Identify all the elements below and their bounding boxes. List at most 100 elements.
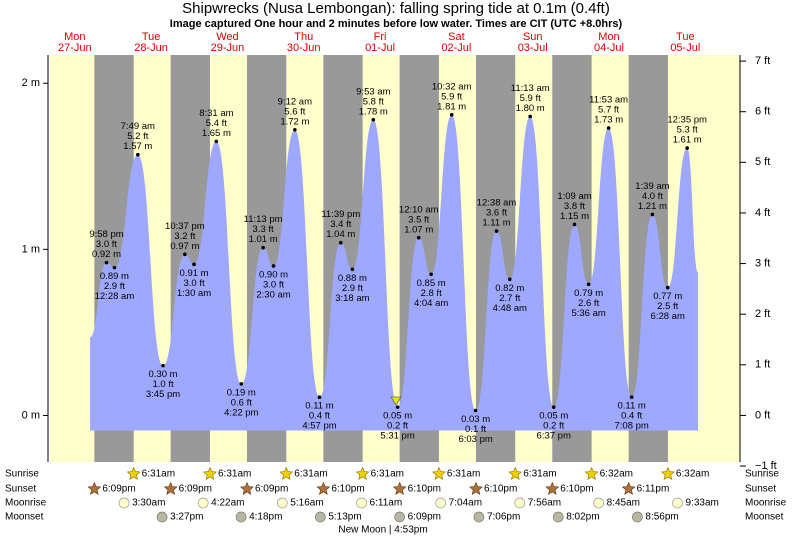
extreme-point (293, 127, 297, 132)
extreme-label: 11:53 am (589, 95, 628, 106)
sunrise-icon (584, 466, 599, 480)
extreme-label: 1.15 m (560, 211, 589, 222)
sunrise-icon (126, 466, 141, 480)
extreme-label: 3.0 ft (96, 239, 117, 250)
day-name: Fri (374, 31, 387, 43)
extreme-label: 0.6 ft (231, 397, 252, 408)
moonrise-icon (593, 497, 605, 509)
extreme-label: 0.03 m (461, 414, 490, 425)
extreme-label: 0.1 ft (465, 424, 486, 435)
extreme-label: 12:35 pm (667, 115, 707, 126)
extreme-label: 5.9 ft (520, 93, 541, 104)
moonset-icon (632, 511, 643, 523)
extreme-label: 1.80 m (516, 103, 545, 114)
row-label: Moonrise (5, 498, 47, 509)
extreme-label: 0.85 m (417, 278, 446, 289)
moonrise-icon (118, 497, 130, 509)
sunrise-time: 6:31am (523, 469, 556, 480)
extreme-label: 3.0 ft (183, 278, 204, 289)
extreme-point (192, 262, 196, 267)
extreme-point (586, 282, 591, 287)
extreme-label: 0.77 m (653, 291, 682, 302)
extreme-point (395, 405, 400, 409)
moonrise-time: 4:22am (211, 498, 244, 509)
moonrise-time: 6:11am (370, 498, 403, 509)
moonrise-icon (435, 497, 447, 509)
row-label: Moonset (745, 512, 784, 523)
sunset-icon (163, 481, 178, 495)
moonset-icon (552, 511, 564, 523)
y2-tick-label: 2 ft (755, 308, 770, 320)
extreme-point (416, 235, 421, 240)
moonset-icon (394, 511, 405, 523)
day-date: 04-Jul (594, 42, 624, 54)
extreme-label: 1.73 m (594, 115, 623, 126)
sunset-icon (621, 481, 636, 495)
sunrise-time: 6:31am (447, 469, 480, 480)
extreme-point (507, 277, 512, 282)
extreme-label: 5.6 ft (284, 106, 305, 117)
sunset-icon (316, 481, 331, 495)
sunrise-time: 6:31am (371, 469, 404, 480)
extreme-label: 2.6 ft (578, 298, 599, 309)
row-label: Sunset (745, 484, 776, 495)
extreme-label: 3.6 ft (486, 208, 507, 219)
day-name: Thu (294, 31, 313, 43)
day-date: 30-Jun (287, 42, 321, 54)
extreme-label: 9:53 am (356, 86, 390, 97)
extreme-label: 3:18 am (335, 293, 369, 304)
day-name: Tue (142, 31, 161, 43)
extreme-label: 1:30 am (177, 288, 211, 299)
row-label: Moonset (5, 512, 44, 523)
y2-tick-label: 5 ft (755, 156, 770, 168)
y-tick-label: 2 m (22, 77, 40, 89)
extreme-label: 5.2 ft (127, 131, 148, 142)
extreme-label: 12:10 am (399, 204, 439, 215)
extreme-label: 1.78 m (359, 106, 388, 117)
day-date: 29-Jun (211, 42, 245, 54)
extreme-point (665, 285, 670, 290)
moonrise-time: 7:04am (449, 498, 482, 509)
extreme-label: 8:31 am (199, 108, 233, 119)
extreme-label: 7:49 am (121, 121, 155, 132)
extreme-label: 9:58 pm (89, 229, 123, 240)
moonset-time: 3:27pm (170, 512, 203, 523)
extreme-label: 1.61 m (673, 135, 702, 146)
extreme-point (551, 405, 556, 409)
extreme-label: 0.4 ft (309, 411, 330, 422)
extreme-label: 1.57 m (123, 141, 152, 152)
y2-tick-label: 1 ft (755, 359, 770, 371)
sunset-time: 6:09pm (255, 484, 288, 495)
moonrise-icon (276, 497, 288, 509)
extreme-label: 6:03 pm (458, 434, 492, 445)
y2-tick-label: 4 ft (755, 207, 770, 219)
extreme-label: 12:28 am (95, 291, 135, 302)
extreme-label: 1.07 m (404, 224, 433, 235)
extreme-label: 4:22 pm (224, 407, 258, 418)
sunrise-icon (355, 466, 370, 480)
sunset-time: 6:09pm (179, 484, 212, 495)
moonset-time: 6:09pm (408, 512, 441, 523)
extreme-point (183, 252, 187, 257)
extreme-label: 0.11 m (305, 401, 333, 412)
extreme-point (261, 245, 265, 250)
extreme-point (112, 265, 117, 270)
sunrise-time: 6:32am (676, 469, 709, 480)
sunset-icon (240, 481, 254, 495)
extreme-label: 4.0 ft (642, 191, 663, 202)
extreme-point (606, 126, 611, 130)
extreme-label: 3.2 ft (174, 231, 195, 242)
extreme-label: 3.5 ft (408, 214, 429, 225)
extreme-label: 1.65 m (202, 128, 231, 139)
extreme-label: 1:09 am (557, 191, 591, 202)
extreme-point (239, 382, 244, 386)
extreme-label: 1.11 m (482, 218, 510, 229)
sunrise-time: 6:31am (142, 469, 175, 480)
sunset-icon (469, 481, 483, 495)
extreme-label: 0.05 m (539, 411, 568, 422)
moonset-time: 8:56pm (645, 512, 678, 523)
extreme-label: 3:45 pm (146, 389, 180, 400)
extreme-point (473, 408, 478, 413)
y2-tick-label: 3 ft (755, 257, 770, 269)
extreme-label: 11:13 pm (244, 214, 283, 225)
